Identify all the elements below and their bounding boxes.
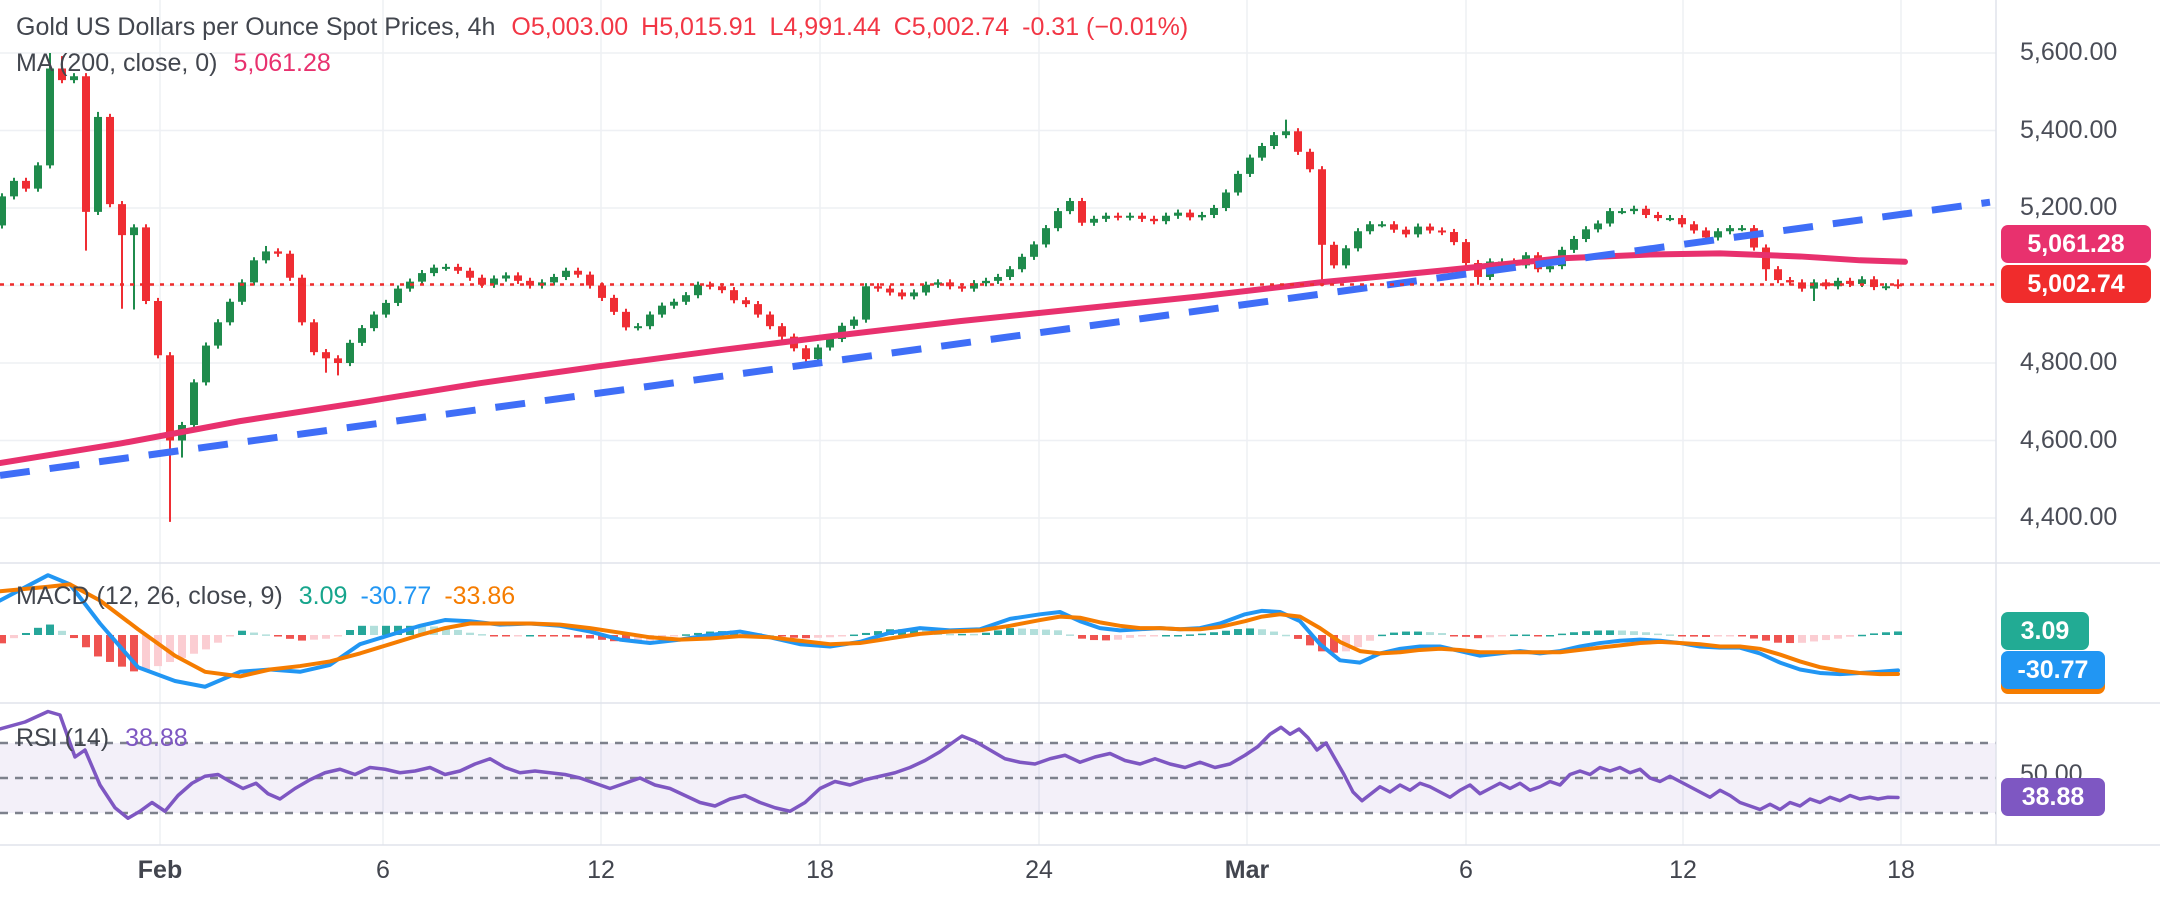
ohlc-high: H5,015.91 bbox=[641, 13, 757, 41]
rsi-legend[interactable]: RSI (14) 38.88 bbox=[16, 724, 201, 753]
price-axis-label: 5,600.00 bbox=[2020, 38, 2118, 66]
macd-line-value: -30.77 bbox=[360, 582, 432, 610]
macd-line-badge: -30.77 bbox=[2001, 651, 2105, 690]
macd-legend[interactable]: MACD (12, 26, close, 9) 3.09 -30.77 -33.86 bbox=[16, 582, 528, 611]
ma-value: 5,061.28 bbox=[233, 49, 331, 77]
time-axis-label: Feb bbox=[137, 856, 183, 884]
ohlc-low: L4,991.44 bbox=[769, 13, 881, 41]
ohlc-close: C5,002.74 bbox=[893, 13, 1010, 41]
time-axis-label: 18 bbox=[1887, 856, 1915, 884]
ma-legend[interactable]: MA (200, close, 0) 5,061.28 bbox=[16, 49, 344, 78]
price-axis-label: 4,400.00 bbox=[2020, 503, 2118, 531]
macd-hist-value: 3.09 bbox=[298, 582, 348, 610]
change-value: -0.31 (−0.01%) bbox=[1022, 13, 1189, 41]
price-axis-label: 5,400.00 bbox=[2020, 115, 2118, 144]
price-axis-label: 4,600.00 bbox=[2020, 425, 2118, 454]
macd-hist-badge: 3.09 bbox=[2001, 612, 2089, 651]
rsi-badge: 38.88 bbox=[2001, 778, 2105, 817]
time-axis-label: 12 bbox=[587, 856, 615, 884]
last-price-badge: 5,002.74 bbox=[2001, 265, 2151, 304]
macd-signal-value: -33.86 bbox=[444, 582, 516, 610]
ohlc-open: O5,003.00 bbox=[511, 13, 629, 41]
time-axis-label: 24 bbox=[1025, 856, 1053, 884]
ma-label: MA (200, close, 0) bbox=[16, 49, 218, 77]
macd-label: MACD (12, 26, close, 9) bbox=[16, 582, 283, 610]
time-axis-label: 6 bbox=[1459, 856, 1473, 884]
time-axis-label: 6 bbox=[376, 856, 390, 884]
price-axis-label: 5,200.00 bbox=[2020, 193, 2118, 221]
symbol-legend[interactable]: Gold US Dollars per Ounce Spot Prices, 4… bbox=[16, 13, 1201, 42]
ma-price-badge: 5,061.28 bbox=[2001, 225, 2151, 264]
symbol-title: Gold US Dollars per Ounce Spot Prices, 4… bbox=[16, 13, 496, 41]
time-axis-label: Mar bbox=[1224, 856, 1270, 884]
time-axis-label: 18 bbox=[806, 856, 834, 884]
time-axis-label: 12 bbox=[1669, 856, 1697, 884]
rsi-label: RSI (14) bbox=[16, 724, 110, 752]
rsi-value: 38.88 bbox=[125, 724, 188, 752]
price-axis-label: 4,800.00 bbox=[2020, 348, 2118, 376]
